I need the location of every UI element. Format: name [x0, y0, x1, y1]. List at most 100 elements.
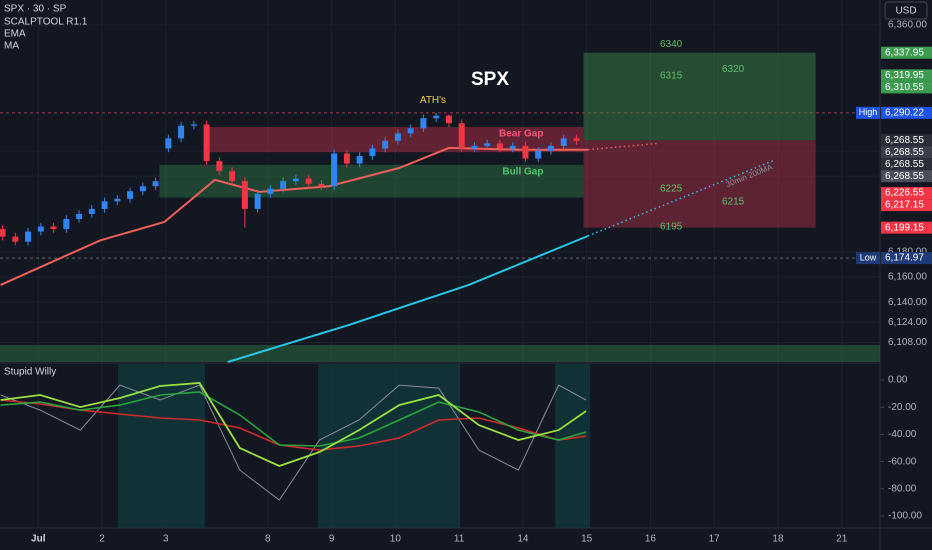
price-label: 6,217.15	[885, 200, 924, 211]
candle-body	[241, 181, 248, 209]
symbol: SPX · 30 · SP	[4, 4, 67, 15]
level-label: 6225	[660, 184, 683, 195]
price-label: 6,319.95	[885, 70, 924, 81]
price-label: 6,337.95	[885, 47, 924, 58]
y-tick-label: 6,160.00	[888, 272, 927, 283]
candle-body	[254, 193, 261, 209]
overlay-line	[227, 235, 589, 363]
candle-body	[509, 145, 516, 149]
candle-body	[101, 201, 108, 209]
shade	[318, 364, 460, 528]
y-tick-label: 6,124.00	[888, 317, 927, 328]
x-tick-label: 2	[99, 534, 105, 545]
y-tick-label: 6,140.00	[888, 297, 927, 308]
candle-body	[12, 236, 19, 242]
candle-body	[165, 138, 172, 149]
price-label: 6,268.55	[885, 159, 924, 170]
price-label-box	[881, 81, 932, 94]
indicator: MA	[4, 41, 19, 52]
annotation: ATH's	[420, 95, 446, 106]
indicator: SCALPTOOL R1.1	[4, 17, 88, 28]
oscillator-shading	[118, 364, 590, 528]
zone-label: Bear Gap	[499, 129, 543, 140]
y-tick-label: -100.00	[888, 511, 922, 522]
candle-body	[369, 148, 376, 156]
x-tick-label: 17	[709, 534, 721, 545]
y-tick-label: 6,360.00	[888, 20, 927, 31]
shade	[555, 364, 590, 528]
candle-body	[433, 115, 440, 119]
price-label: 6,226.55	[885, 188, 924, 199]
price-label-box	[881, 252, 932, 265]
candle-body	[318, 183, 325, 187]
candle-body	[88, 208, 95, 214]
price-label-box	[881, 170, 932, 183]
oscillator-line	[0, 382, 587, 467]
candle-body	[229, 171, 236, 182]
candle-body	[331, 153, 338, 187]
candle-body	[407, 128, 414, 134]
indicator: EMA	[4, 29, 26, 40]
x-tick-label: 10	[390, 534, 402, 545]
oscillator-line	[0, 399, 587, 451]
candle-body	[560, 138, 567, 146]
y-tick-label: 6,180.00	[888, 246, 927, 257]
price-label: 6,174.97	[885, 253, 924, 264]
price-label-box	[881, 69, 932, 82]
x-tick-label: 16	[645, 534, 657, 545]
candle-body	[420, 118, 427, 129]
candle-body	[305, 178, 312, 184]
x-tick-label: 15	[581, 534, 593, 545]
oscillator-line	[0, 391, 587, 447]
candle-body	[343, 153, 350, 164]
candle-body	[127, 191, 134, 199]
zone	[0, 344, 880, 362]
x-tick-label: 21	[836, 534, 848, 545]
x-tick-label: 8	[265, 534, 271, 545]
candle-body	[382, 140, 389, 149]
price-label: 6,268.55	[885, 147, 924, 158]
price-label: 6,199.15	[885, 222, 924, 233]
y-tick-label: -80.00	[888, 483, 917, 494]
level-label: 6195	[660, 221, 683, 232]
overlay-line	[587, 142, 659, 151]
candle-body	[522, 145, 529, 159]
currency[interactable]: USD	[895, 6, 916, 17]
candle-body	[445, 115, 452, 124]
candle-body	[190, 124, 197, 126]
x-tick-label: 11	[454, 534, 465, 545]
chart-title: SPX	[471, 69, 509, 90]
candle-body	[267, 188, 274, 194]
candle-body	[535, 150, 542, 159]
price-tag-box	[856, 106, 880, 119]
candle-body	[496, 143, 503, 149]
level-label: 6340	[660, 39, 683, 50]
zone	[583, 52, 816, 141]
currency-box[interactable]	[884, 1, 928, 20]
candle-body	[152, 181, 159, 187]
candle-body	[0, 229, 6, 237]
price-tag: Low	[860, 252, 877, 262]
price-label-box	[881, 134, 932, 147]
y-tick-label: -60.00	[888, 456, 917, 467]
price-tag: High	[859, 107, 878, 117]
price-label: 6,268.55	[885, 135, 924, 146]
x-tick-label: Jul	[31, 534, 46, 545]
candle-body	[50, 226, 57, 230]
x-tick-label: 9	[329, 534, 335, 545]
y-tick-label: -20.00	[888, 402, 917, 413]
price-label-box	[881, 46, 932, 59]
candle-body	[394, 133, 401, 141]
y-tick-label: -40.00	[888, 429, 917, 440]
candle-body	[37, 226, 44, 232]
candle-body	[458, 123, 465, 149]
y-tick-label: 0.00	[888, 375, 908, 386]
candle-body	[573, 138, 580, 141]
level-label: 6315	[660, 70, 683, 81]
price-label-box	[881, 158, 932, 171]
level-label: 6320	[722, 64, 745, 75]
price-label-box	[881, 187, 932, 200]
price-label: 6,310.55	[885, 82, 924, 93]
zone	[583, 140, 816, 228]
candle-body	[280, 181, 287, 189]
